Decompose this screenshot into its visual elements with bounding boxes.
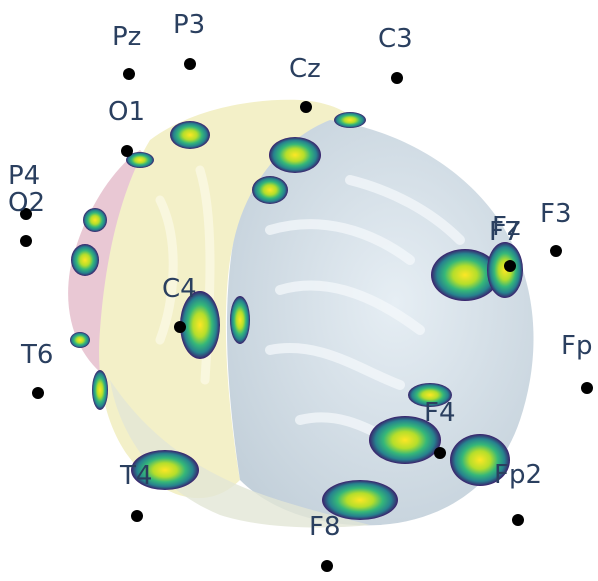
electrode-dot-o2[interactable] [20, 235, 32, 247]
electrode-label-fp2: Fp2 [494, 460, 543, 490]
activation-blob [71, 244, 99, 276]
electrode-dot-p4[interactable] [20, 208, 32, 220]
activation-blob [70, 332, 90, 348]
activation-blob [334, 112, 366, 128]
electrode-dot-cz[interactable] [300, 101, 312, 113]
gyri-pattern [265, 175, 465, 450]
activation-blob [269, 137, 321, 173]
activation-blob [322, 480, 398, 520]
activation-blob [180, 291, 220, 359]
activation-blob [83, 208, 107, 232]
activation-blob [369, 416, 441, 464]
electrode-label-t6: T6 [21, 340, 54, 370]
electrode-dot-t6[interactable] [32, 387, 44, 399]
electrode-label-c4: C4 [162, 274, 197, 304]
electrode-dot-fp2[interactable] [512, 514, 524, 526]
electrode-label-o1: O1 [108, 97, 146, 127]
electrode-dot-fz[interactable] [504, 260, 516, 272]
electrode-label-pz: Pz [112, 22, 142, 52]
electrode-dot-f4[interactable] [434, 447, 446, 459]
activation-blob [126, 152, 154, 168]
electrode-label-fz: Fz [492, 212, 521, 242]
activation-blob [92, 370, 108, 410]
electrode-label-t4: T4 [120, 461, 153, 491]
electrode-dot-c3[interactable] [391, 72, 403, 84]
activation-blob [230, 296, 250, 344]
electrode-dot-p3[interactable] [184, 58, 196, 70]
activation-blob [431, 249, 499, 301]
electrode-dot-o1[interactable] [121, 145, 133, 157]
activation-blob [170, 121, 210, 149]
electrode-dot-f8[interactable] [321, 560, 333, 572]
activation-blobs [70, 112, 523, 520]
electrode-dot-f3[interactable] [550, 245, 562, 257]
electrode-label-p4: P4 [8, 161, 41, 191]
electrode-dot-c4[interactable] [174, 321, 186, 333]
activation-blob [252, 176, 288, 204]
electrode-label-c3: C3 [378, 24, 413, 54]
electrode-label-o2: O2 [8, 188, 46, 218]
electrode-dot-t4[interactable] [131, 510, 143, 522]
electrode-label-f7: F7 [489, 217, 521, 247]
electrode-label-f4: F4 [424, 398, 456, 428]
electrode-label-f8: F8 [309, 512, 341, 542]
activation-blob [408, 383, 452, 407]
electrode-dot-fp[interactable] [581, 382, 593, 394]
electrode-dot-pz[interactable] [123, 68, 135, 80]
activation-blob [131, 450, 199, 490]
electrode-label-cz: Cz [289, 54, 321, 84]
electrode-label-f3: F3 [540, 199, 572, 229]
activation-blob [450, 434, 510, 486]
electrode-label-p3: P3 [173, 10, 206, 40]
electrode-label-fp: Fp [561, 331, 593, 361]
